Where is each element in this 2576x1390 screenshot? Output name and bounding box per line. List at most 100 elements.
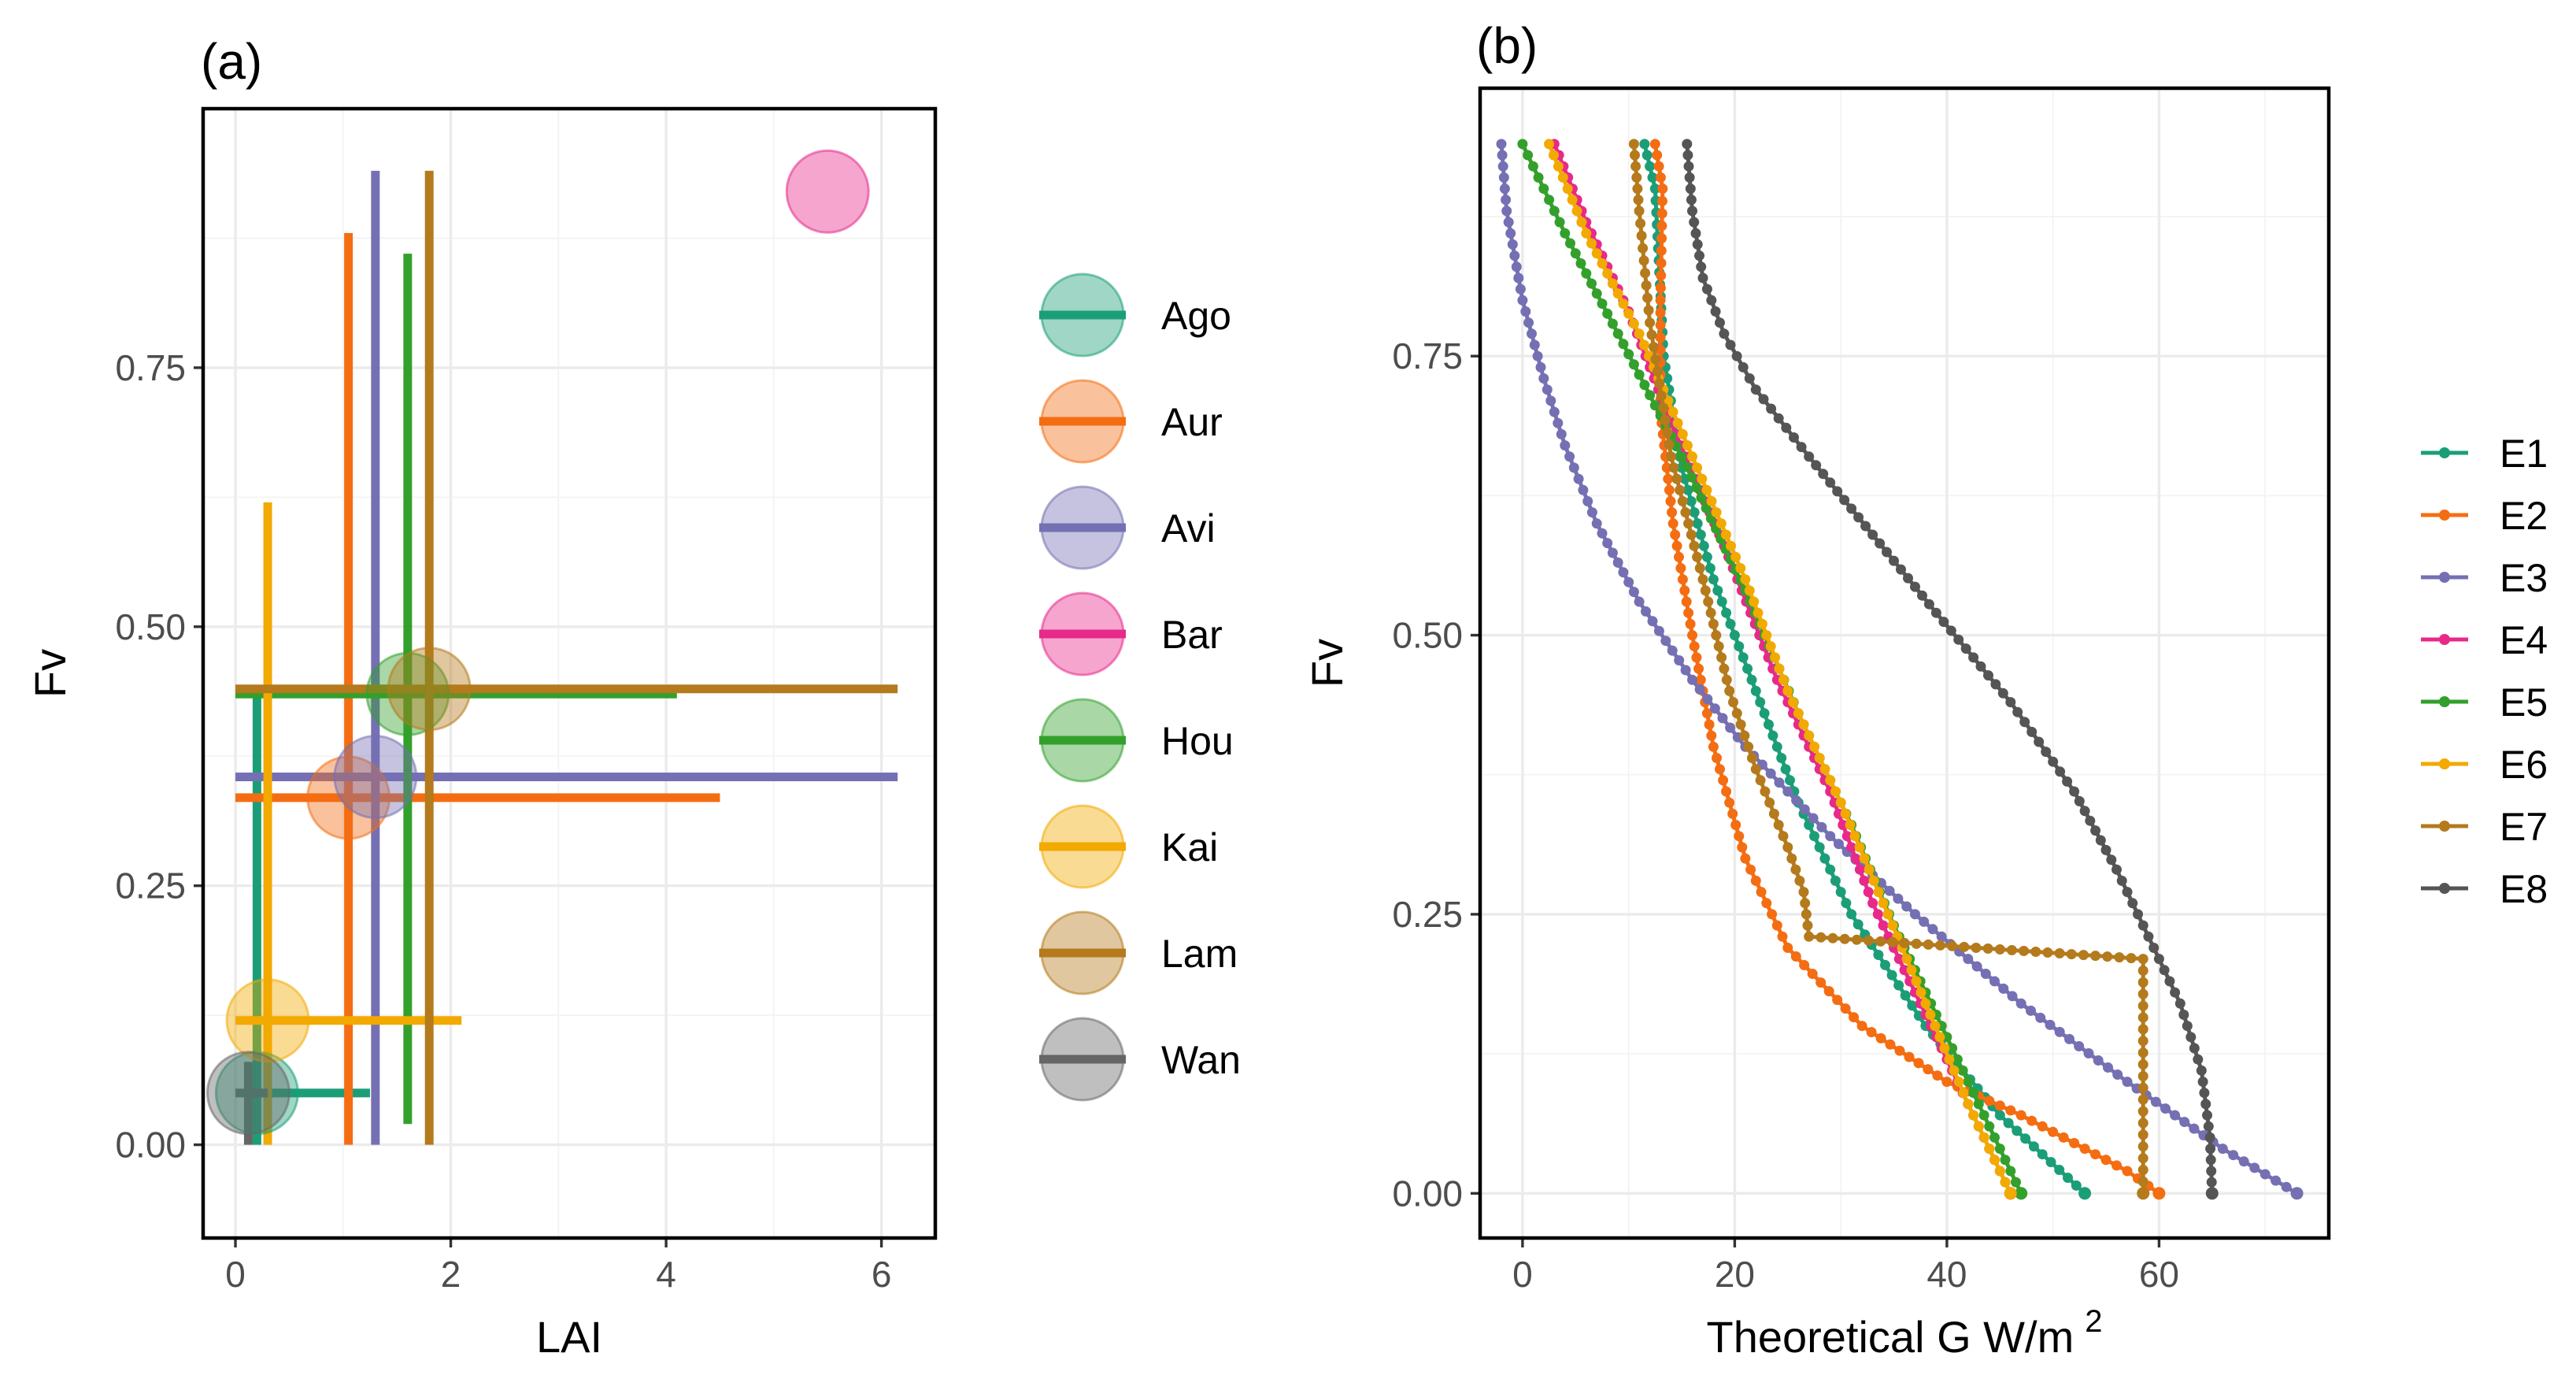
- legend-item-bar: Bar: [1039, 591, 1223, 676]
- series-marker: [1650, 354, 1661, 365]
- series-marker: [1782, 685, 1793, 696]
- series-marker: [1618, 298, 1629, 310]
- series-marker: [1882, 547, 1892, 558]
- series-marker: [1692, 551, 1703, 562]
- series-marker: [1823, 986, 1834, 997]
- series-marker: [1687, 451, 1697, 462]
- series-marker: [1532, 350, 1543, 361]
- panel-label: (a): [201, 33, 262, 90]
- series-marker: [1628, 359, 1639, 370]
- series-marker: [2100, 844, 2112, 855]
- series-marker: [1923, 599, 1934, 610]
- series-marker: [2137, 988, 2149, 999]
- legend-label: E5: [2500, 680, 2548, 725]
- series-marker: [1656, 258, 1667, 269]
- series-marker: [1731, 708, 1742, 719]
- series-marker: [1790, 951, 1801, 962]
- legend-label: Aur: [1161, 400, 1223, 444]
- legend-label: Hou: [1161, 719, 1234, 763]
- series-marker: [1687, 630, 1697, 641]
- series-marker: [1727, 808, 1738, 819]
- series-marker: [2271, 1175, 2282, 1186]
- series-marker: [2137, 954, 2149, 965]
- series-marker: [1818, 469, 1829, 480]
- series-marker: [2090, 1149, 2100, 1160]
- series-marker: [2116, 875, 2127, 886]
- series-marker: [1728, 697, 1738, 708]
- series-marker: [1711, 630, 1722, 641]
- series-marker: [1801, 909, 1812, 920]
- series-marker: [1893, 980, 1904, 991]
- series-marker: [1767, 730, 1778, 741]
- series-marker: [1994, 1144, 2005, 1155]
- series-marker: [1623, 349, 1634, 360]
- series-marker: [2058, 1132, 2069, 1143]
- series-marker: [1632, 183, 1643, 195]
- series-marker: [2026, 1115, 2037, 1126]
- series-marker: [1913, 1058, 1924, 1069]
- series-marker: [1674, 551, 1684, 562]
- series-marker: [1978, 1132, 1989, 1143]
- series-marker: [1815, 977, 1827, 988]
- series-marker: [1989, 976, 2000, 987]
- series-marker: [1798, 719, 1809, 730]
- series-marker: [1639, 380, 1650, 391]
- series-marker: [1498, 172, 1509, 183]
- series-marker: [1701, 708, 1712, 719]
- series-marker: [1825, 775, 1836, 786]
- series-marker: [1628, 318, 1639, 329]
- series-marker: [1778, 831, 1789, 842]
- series-marker: [1708, 574, 1719, 585]
- series-marker: [1549, 406, 1560, 417]
- series-marker: [1882, 909, 1893, 920]
- series-marker: [1634, 596, 1645, 607]
- series-marker: [1497, 161, 1508, 172]
- x-tick-label: 2: [441, 1254, 461, 1295]
- series-marker: [2028, 1141, 2039, 1152]
- series-marker-end: [2078, 1187, 2092, 1200]
- series-marker: [1724, 797, 1735, 808]
- series-marker: [1725, 722, 1736, 733]
- series-marker: [1740, 853, 1751, 864]
- series-marker: [1856, 1021, 1867, 1032]
- series-marker: [1893, 893, 1904, 904]
- series-marker: [1980, 969, 1991, 979]
- series-marker: [2137, 1012, 2149, 1023]
- series-marker: [1628, 139, 1639, 150]
- series-marker: [1628, 587, 1639, 598]
- series-marker: [1973, 1121, 1984, 1132]
- series-marker: [1780, 764, 1791, 775]
- series-marker: [1667, 507, 1678, 518]
- x-axis-title: Theoretical G W/m 2: [1706, 1304, 2102, 1362]
- series-marker: [1689, 641, 1700, 652]
- series-marker: [1612, 557, 1623, 568]
- series-marker: [1953, 634, 1964, 645]
- series-marker: [1641, 150, 1653, 161]
- series-marker: [1686, 529, 1697, 540]
- series-marker: [1712, 753, 1722, 763]
- series-marker: [1825, 477, 1836, 488]
- series-marker: [1839, 933, 1850, 944]
- legend-key-dot: [2439, 510, 2450, 521]
- legend-label: Bar: [1161, 613, 1223, 657]
- series-marker: [1643, 305, 1654, 316]
- series-marker: [1864, 864, 1875, 875]
- legend-label: Wan: [1161, 1038, 1241, 1082]
- series-marker: [1697, 272, 1708, 284]
- series-marker: [1889, 555, 1899, 566]
- series-marker: [2112, 1160, 2122, 1171]
- series-marker: [1968, 1110, 1979, 1121]
- series-marker: [1578, 484, 1589, 495]
- series-marker: [1849, 1012, 1860, 1023]
- point-kai: [225, 978, 310, 1063]
- series-marker: [1815, 932, 1827, 943]
- series-marker: [1854, 842, 1865, 853]
- series-marker: [2054, 1165, 2065, 1175]
- series-marker: [1700, 585, 1711, 596]
- series-marker: [2026, 1005, 2036, 1016]
- x-tick-label: 60: [2139, 1254, 2179, 1295]
- series-marker: [1925, 1010, 1936, 1020]
- series-marker: [1938, 617, 1949, 628]
- series-marker: [1645, 317, 1656, 328]
- series-marker: [1667, 645, 1678, 656]
